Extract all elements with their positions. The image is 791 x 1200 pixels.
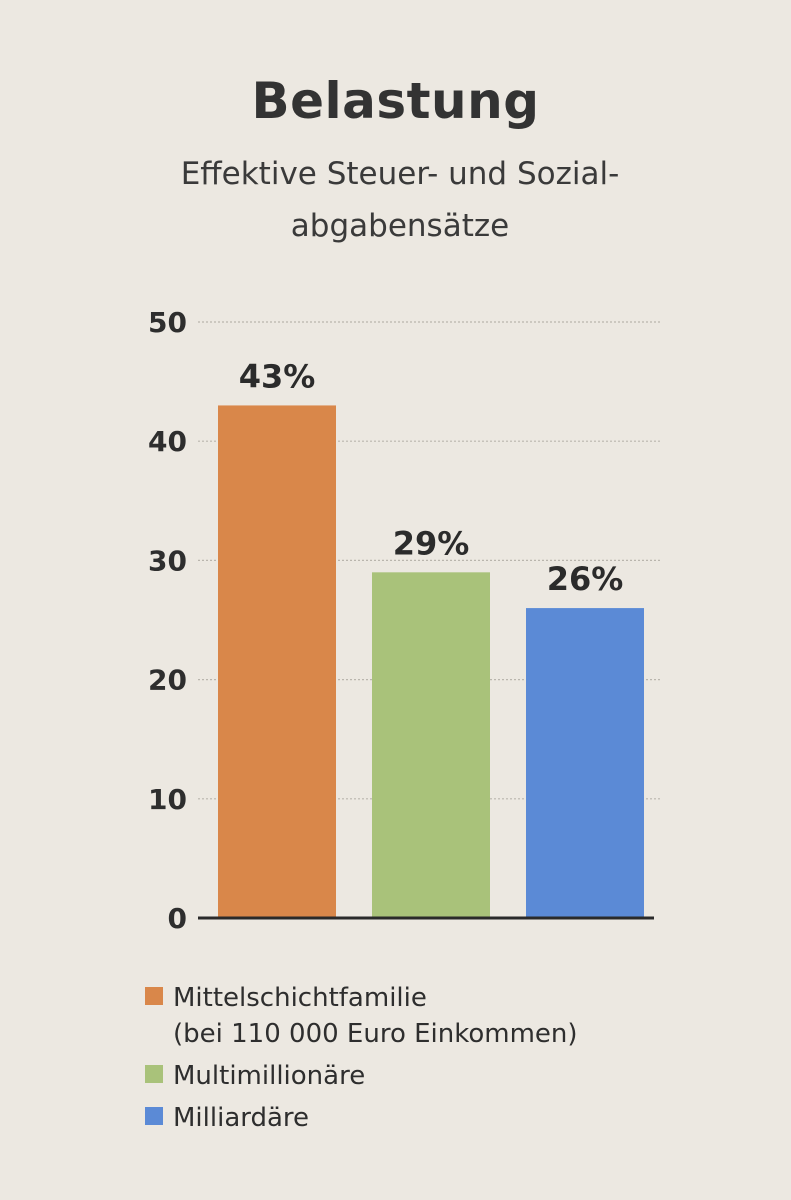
legend-item-multimillionaere: Multimillionäre [145, 1058, 578, 1094]
legend-swatch-green [145, 1065, 163, 1083]
legend-sublabel: (bei 110 000 Euro Einkommen) [173, 1019, 578, 1049]
legend-swatch-blue [145, 1107, 163, 1125]
legend-item-milliardaere: Milliardäre [145, 1100, 578, 1136]
legend-label: Mittelschichtfamilie [173, 983, 427, 1013]
legend: Mittelschichtfamilie (bei 110 000 Euro E… [145, 980, 578, 1142]
bar [218, 405, 336, 918]
y-tick-label: 30 [148, 544, 187, 577]
legend-item-mittelschicht: Mittelschichtfamilie (bei 110 000 Euro E… [145, 980, 578, 1052]
y-tick-label: 10 [148, 783, 187, 816]
chart-title: Belastung [251, 72, 540, 130]
bar-value-label: 26% [547, 560, 624, 598]
y-tick-label: 0 [168, 902, 187, 935]
y-tick-label: 40 [148, 425, 187, 458]
legend-label: Multimillionäre [173, 1061, 366, 1091]
y-tick-label: 20 [148, 664, 187, 697]
bar-value-label: 43% [239, 357, 316, 395]
legend-swatch-orange [145, 987, 163, 1005]
chart-subtitle: Effektive Steuer- und Sozial- abgabensät… [150, 148, 650, 252]
bar [372, 572, 490, 918]
bar [526, 608, 644, 918]
subtitle-line-1: Effektive Steuer- und Sozial- [180, 156, 620, 192]
legend-label: Milliardäre [173, 1103, 310, 1133]
bar-value-label: 29% [393, 524, 470, 562]
y-tick-label: 50 [148, 306, 187, 339]
subtitle-line-2: abgabensätze [290, 208, 510, 244]
